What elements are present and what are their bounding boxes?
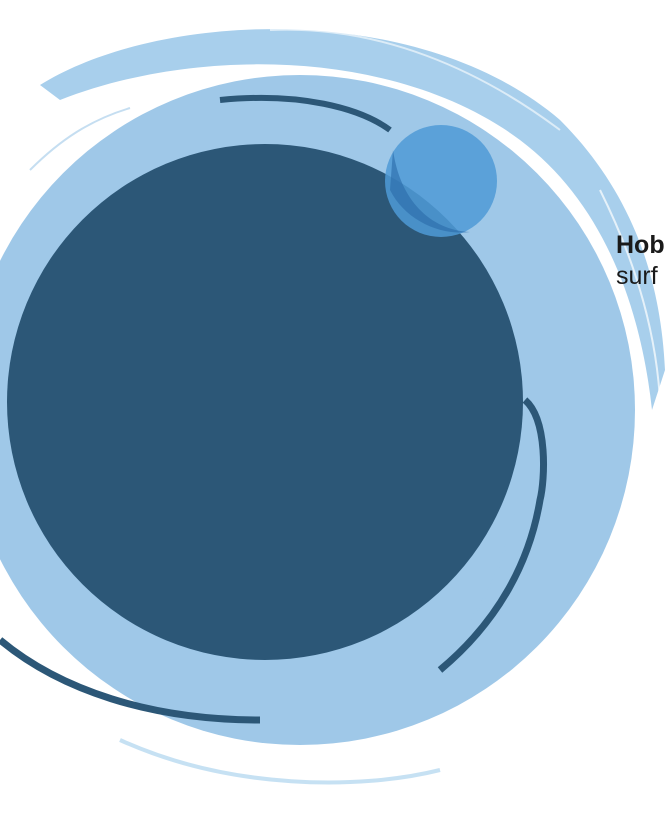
caption-bold-line: Hob — [616, 231, 665, 259]
accent-circle-shape — [385, 125, 497, 237]
inner-disc-shape — [0, 94, 548, 724]
caption-normal-line: surf — [616, 262, 658, 290]
caption-text: Hob surf — [616, 230, 665, 292]
